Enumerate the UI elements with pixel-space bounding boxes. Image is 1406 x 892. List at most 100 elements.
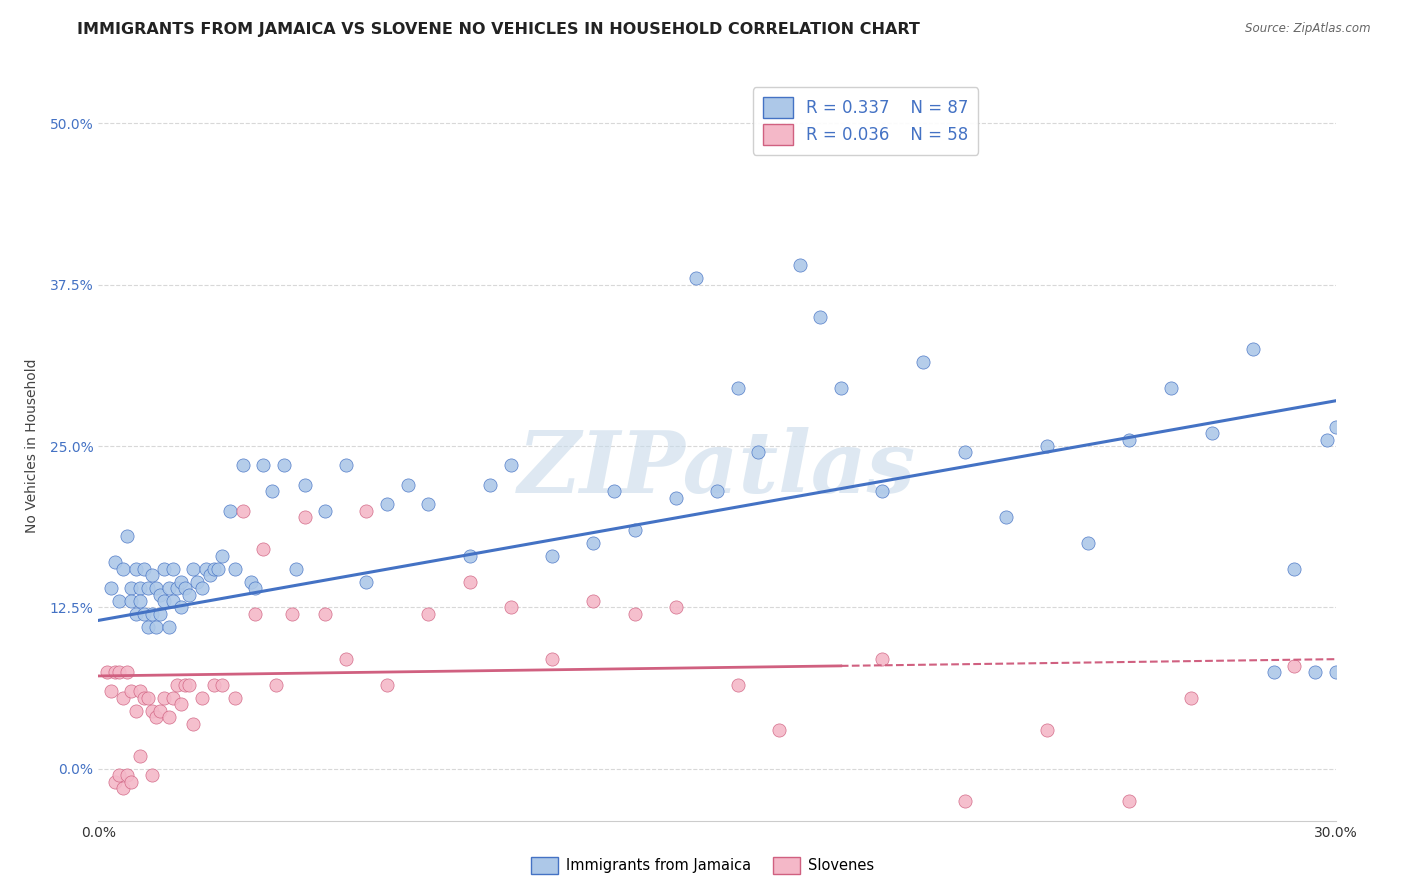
Point: [211, 549, 233, 563]
Point: [141, 704, 163, 718]
Point: [479, 477, 502, 491]
Point: [582, 536, 605, 550]
Point: [224, 690, 246, 705]
Point: [541, 549, 564, 563]
Point: [104, 555, 127, 569]
Point: [375, 497, 398, 511]
Point: [157, 581, 180, 595]
Point: [149, 588, 172, 602]
Point: [145, 710, 167, 724]
Point: [124, 562, 146, 576]
Point: [418, 497, 440, 511]
Point: [1201, 426, 1223, 441]
Point: [190, 581, 212, 595]
Point: [141, 607, 163, 621]
Point: [128, 684, 150, 698]
Point: [145, 620, 167, 634]
Point: [128, 581, 150, 595]
Point: [912, 355, 935, 369]
Point: [870, 652, 893, 666]
Point: [157, 710, 180, 724]
Point: [285, 562, 308, 576]
Point: [132, 690, 155, 705]
Point: [162, 690, 184, 705]
Point: [124, 704, 146, 718]
Point: [162, 562, 184, 576]
Point: [170, 698, 193, 712]
Point: [170, 600, 193, 615]
Point: [1180, 690, 1202, 705]
Point: [104, 775, 127, 789]
Point: [727, 678, 749, 692]
Point: [96, 665, 118, 679]
Point: [145, 581, 167, 595]
Point: [153, 690, 176, 705]
Point: [219, 503, 242, 517]
Point: [153, 562, 176, 576]
Point: [1036, 439, 1059, 453]
Point: [141, 768, 163, 782]
Point: [141, 568, 163, 582]
Point: [273, 458, 295, 473]
Point: [1036, 723, 1059, 738]
Point: [207, 562, 229, 576]
Point: [727, 381, 749, 395]
Y-axis label: No Vehicles in Household: No Vehicles in Household: [24, 359, 38, 533]
Point: [458, 549, 481, 563]
Text: IMMIGRANTS FROM JAMAICA VS SLOVENE NO VEHICLES IN HOUSEHOLD CORRELATION CHART: IMMIGRANTS FROM JAMAICA VS SLOVENE NO VE…: [77, 22, 920, 37]
Point: [190, 690, 212, 705]
Point: [179, 588, 201, 602]
Point: [202, 562, 225, 576]
Point: [314, 607, 336, 621]
Point: [314, 503, 336, 517]
Point: [808, 310, 831, 324]
Point: [120, 684, 142, 698]
Point: [458, 574, 481, 589]
Point: [953, 445, 976, 459]
Point: [953, 794, 976, 808]
Point: [128, 749, 150, 764]
Point: [112, 781, 135, 796]
Point: [1241, 342, 1264, 356]
Text: Source: ZipAtlas.com: Source: ZipAtlas.com: [1246, 22, 1371, 36]
Point: [1324, 419, 1347, 434]
Point: [136, 690, 159, 705]
Point: [243, 607, 266, 621]
Point: [240, 574, 263, 589]
Point: [335, 458, 357, 473]
Point: [870, 484, 893, 499]
Point: [541, 652, 564, 666]
Point: [335, 652, 357, 666]
Point: [112, 690, 135, 705]
Point: [252, 458, 274, 473]
Point: [499, 600, 522, 615]
Point: [252, 542, 274, 557]
Point: [243, 581, 266, 595]
Point: [1284, 562, 1306, 576]
Point: [1324, 665, 1347, 679]
Point: [768, 723, 790, 738]
Point: [375, 678, 398, 692]
Point: [108, 768, 131, 782]
Point: [157, 620, 180, 634]
Point: [108, 594, 131, 608]
Point: [994, 510, 1017, 524]
Point: [1284, 658, 1306, 673]
Point: [181, 716, 204, 731]
Point: [1160, 381, 1182, 395]
Point: [132, 562, 155, 576]
Point: [132, 607, 155, 621]
Point: [232, 458, 254, 473]
Point: [100, 684, 122, 698]
Point: [224, 562, 246, 576]
Point: [117, 529, 139, 543]
Point: [264, 678, 287, 692]
Point: [124, 607, 146, 621]
Text: ZIPatlas: ZIPatlas: [517, 426, 917, 510]
Point: [198, 568, 221, 582]
Point: [1077, 536, 1099, 550]
Point: [166, 678, 188, 692]
Point: [100, 581, 122, 595]
Point: [128, 594, 150, 608]
Point: [685, 271, 707, 285]
